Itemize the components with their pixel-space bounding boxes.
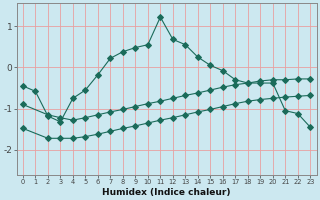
X-axis label: Humidex (Indice chaleur): Humidex (Indice chaleur)	[102, 188, 231, 197]
